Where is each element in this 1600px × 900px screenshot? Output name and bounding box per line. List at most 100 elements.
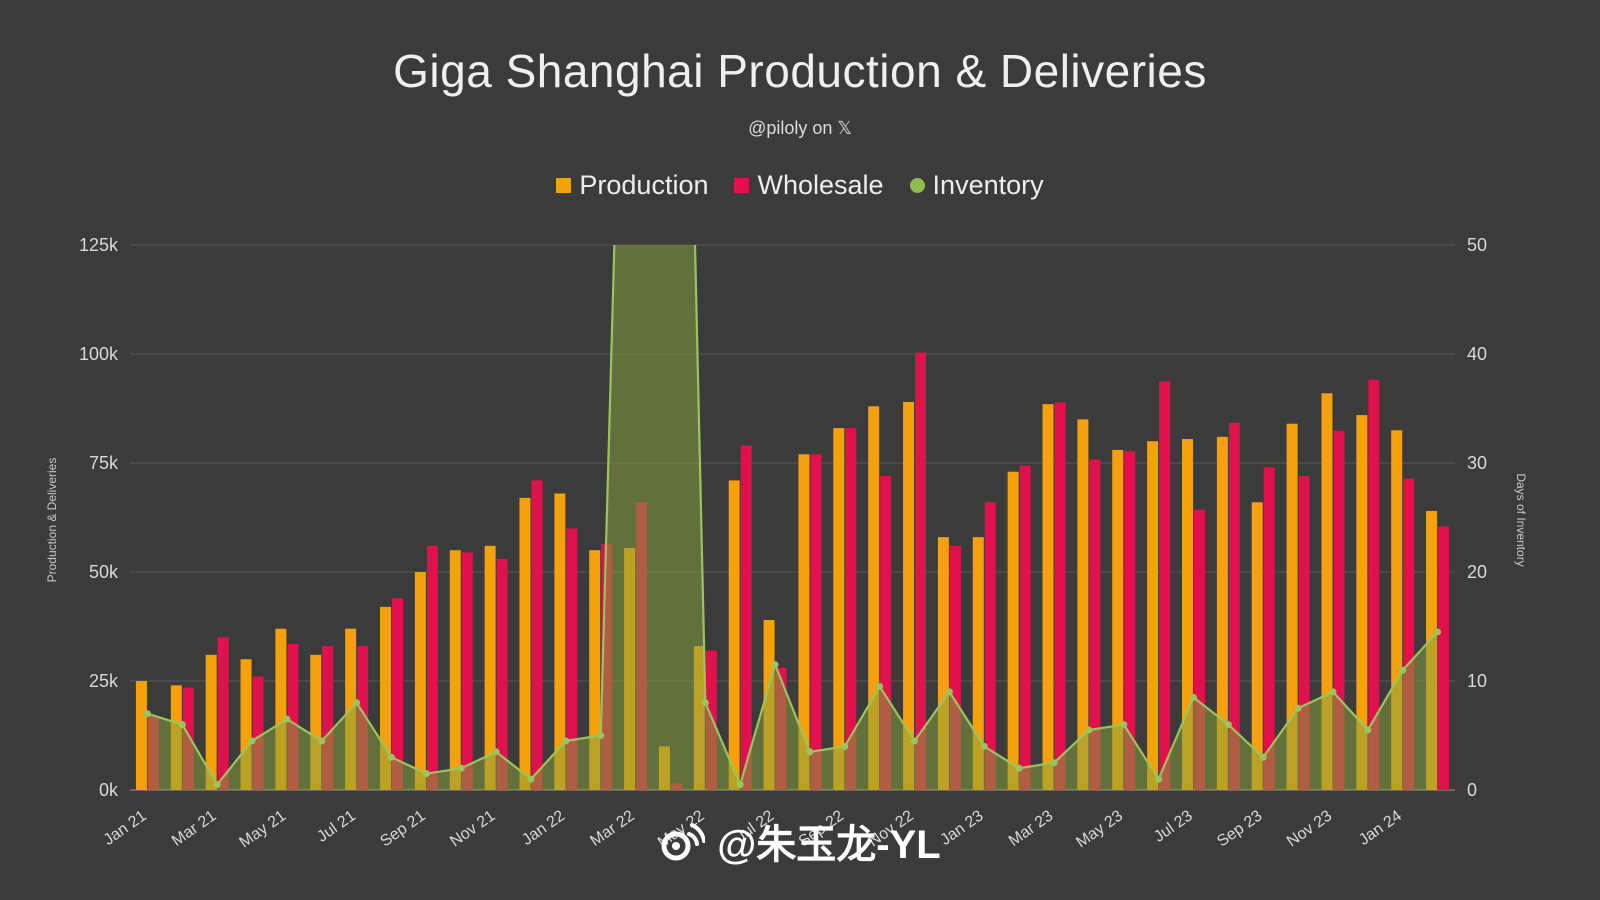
wholesale-bar xyxy=(566,528,578,790)
production-bar xyxy=(275,628,287,790)
wholesale-bar xyxy=(531,480,543,790)
inventory-point xyxy=(1050,759,1058,767)
inventory-point xyxy=(1399,666,1407,674)
wholesale-bar xyxy=(426,545,438,790)
inventory-point xyxy=(1329,688,1337,696)
bars xyxy=(135,352,1450,790)
inventory-point xyxy=(980,742,988,750)
production-bar xyxy=(1216,436,1228,790)
inventory-point xyxy=(1120,721,1128,729)
left-axis-tick: 125k xyxy=(79,235,119,255)
left-axis-tick: 25k xyxy=(89,671,119,691)
legend-label-production: Production xyxy=(579,170,709,200)
inventory-point xyxy=(248,737,256,745)
left-axis-tick: 75k xyxy=(89,453,119,473)
legend: Production Wholesale Inventory xyxy=(0,170,1600,201)
production-bar xyxy=(1007,471,1019,790)
right-axis-tick: 30 xyxy=(1467,453,1487,473)
watermark: @朱玉龙-YL xyxy=(0,812,1600,870)
legend-label-wholesale: Wholesale xyxy=(757,170,884,200)
production-bar xyxy=(310,654,322,790)
wholesale-bar xyxy=(949,545,961,790)
legend-item-production[interactable]: Production xyxy=(556,170,708,201)
inventory-point xyxy=(945,688,953,696)
inventory-point xyxy=(143,710,151,718)
inventory-point xyxy=(1224,721,1232,729)
left-axis-tick: 50k xyxy=(89,562,119,582)
production-bar xyxy=(240,659,252,790)
wholesale-bar xyxy=(845,428,857,790)
wholesale-bar xyxy=(1019,465,1031,790)
production-bar xyxy=(414,572,426,790)
left-axis-tick: 0k xyxy=(99,780,119,800)
inventory-series xyxy=(143,245,1442,790)
production-bar xyxy=(205,654,217,790)
production-bar xyxy=(1321,393,1333,790)
inventory-marker-icon xyxy=(909,178,925,193)
inventory-point xyxy=(1294,704,1302,712)
wholesale-bar xyxy=(810,454,822,790)
wholesale-bar xyxy=(496,558,508,790)
production-marker-icon xyxy=(556,178,572,193)
watermark-text: @朱玉龙-YL xyxy=(717,823,941,867)
production-bar xyxy=(903,401,915,790)
right-axis-tick: 0 xyxy=(1467,780,1477,800)
inventory-point xyxy=(841,742,849,750)
production-bar xyxy=(1181,439,1193,790)
production-bar xyxy=(380,606,392,790)
production-bar xyxy=(554,493,566,790)
legend-label-inventory: Inventory xyxy=(932,170,1044,200)
production-bar xyxy=(1077,419,1089,790)
inventory-point xyxy=(353,699,361,707)
inventory-point xyxy=(701,699,709,707)
inventory-point xyxy=(1015,764,1023,772)
wholesale-bar xyxy=(392,598,404,790)
inventory-point xyxy=(422,770,430,778)
weibo-logo-icon xyxy=(661,823,706,861)
inventory-point xyxy=(318,737,326,745)
wholesale-bar xyxy=(1124,451,1136,790)
wholesale-bar xyxy=(1403,478,1415,790)
right-axis-tick: 20 xyxy=(1467,562,1487,582)
production-bar xyxy=(937,537,949,790)
wholesale-bar xyxy=(1228,422,1240,790)
wholesale-bar xyxy=(217,637,229,790)
left-axis-tick: 100k xyxy=(79,344,119,364)
wholesale-bar xyxy=(1193,509,1205,790)
wholesale-bar xyxy=(461,552,473,790)
production-bar xyxy=(1356,415,1368,790)
right-axis-tick: 10 xyxy=(1467,671,1487,691)
inventory-point xyxy=(1085,726,1093,734)
inventory-area xyxy=(147,245,1438,790)
wholesale-bar xyxy=(1054,402,1066,790)
inventory-point xyxy=(213,781,221,789)
inventory-line xyxy=(147,245,1439,788)
inventory-point xyxy=(178,721,186,729)
inventory-point xyxy=(771,661,779,669)
inventory-point xyxy=(527,775,535,783)
wholesale-bar xyxy=(1089,459,1101,790)
wholesale-bar xyxy=(1159,381,1171,790)
wholesale-bar xyxy=(740,445,752,790)
wholesale-marker-icon xyxy=(734,178,750,193)
wholesale-bar xyxy=(1438,526,1450,790)
production-bar xyxy=(135,681,147,790)
wholesale-bar xyxy=(984,502,996,790)
wholesale-bar xyxy=(1368,379,1380,790)
production-bar xyxy=(1042,404,1054,790)
chart-title: Giga Shanghai Production & Deliveries xyxy=(393,45,1207,97)
legend-item-inventory[interactable]: Inventory xyxy=(909,170,1044,201)
wholesale-bar xyxy=(252,676,264,790)
production-bar xyxy=(484,545,496,790)
wholesale-bar xyxy=(1333,430,1345,790)
production-bar xyxy=(1391,430,1403,790)
inventory-point xyxy=(1364,726,1372,734)
legend-item-wholesale[interactable]: Wholesale xyxy=(734,170,884,201)
right-axis-tick: 40 xyxy=(1467,344,1487,364)
inventory-point xyxy=(388,753,396,761)
inventory-point xyxy=(283,715,291,723)
production-bar xyxy=(1286,423,1298,790)
right-axis-tick: 50 xyxy=(1467,235,1487,255)
